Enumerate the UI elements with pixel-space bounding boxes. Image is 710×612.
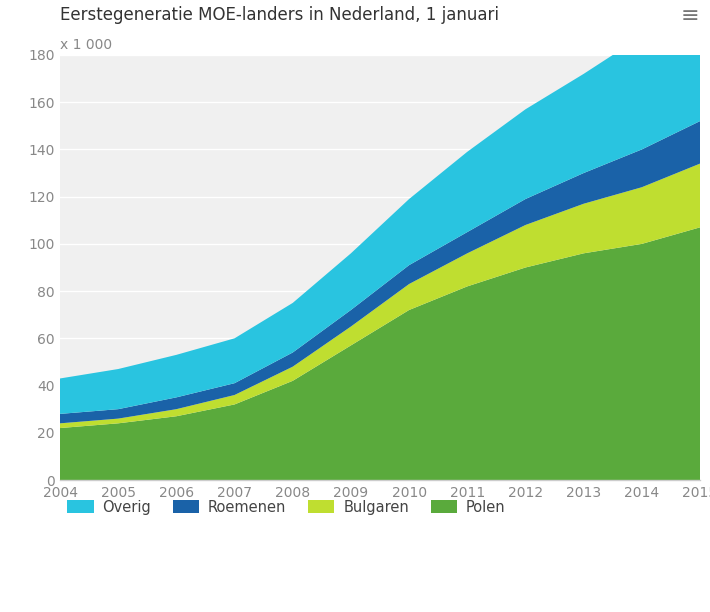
Text: Eerstegeneratie MOE-landers in Nederland, 1 januari: Eerstegeneratie MOE-landers in Nederland… [60, 6, 499, 24]
Legend: Overig, Roemenen, Bulgaren, Polen: Overig, Roemenen, Bulgaren, Polen [67, 499, 506, 515]
Text: x 1 000: x 1 000 [60, 38, 112, 52]
Text: ≡: ≡ [681, 6, 699, 26]
